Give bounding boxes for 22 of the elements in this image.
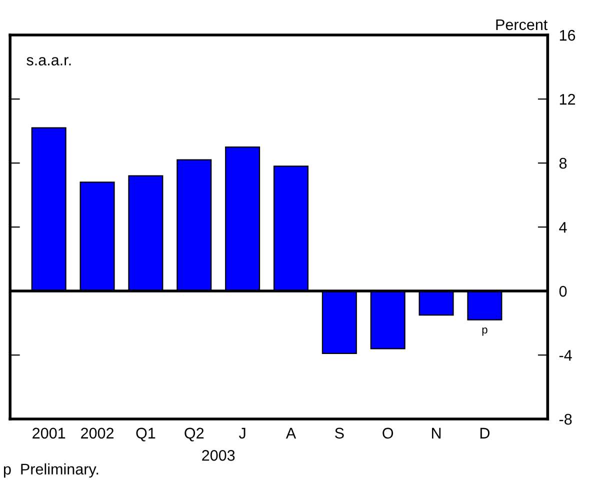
annotation: p (482, 327, 488, 336)
y-axis-title: Percent (496, 19, 548, 30)
x-tick-label: N (432, 428, 441, 438)
y-tick-label: 0 (559, 286, 567, 297)
y-tick-label: -4 (559, 350, 572, 361)
x-tick-label: S (335, 428, 344, 439)
x-tick-label: J (238, 428, 246, 439)
x-tick-label: Q2 (184, 428, 204, 442)
y-tick-label: -8 (559, 414, 572, 425)
annotation: s.a.a.r. (26, 57, 71, 66)
x-tick-label: D (480, 428, 490, 438)
x-tick-label: 2001 (32, 428, 66, 439)
x-tick-label: 2002 (81, 428, 114, 439)
x-tick-label: Q1 (136, 428, 156, 442)
y-tick-label: 16 (560, 30, 576, 41)
text: p Preliminary. (4, 463, 98, 478)
y-tick-label: 4 (559, 222, 567, 233)
y-tick-label: 12 (560, 94, 576, 105)
x-tick-label: A (286, 428, 296, 438)
text: 2003 (202, 450, 235, 461)
x-tick-label: O (382, 428, 394, 439)
y-tick-label: 8 (559, 158, 567, 169)
